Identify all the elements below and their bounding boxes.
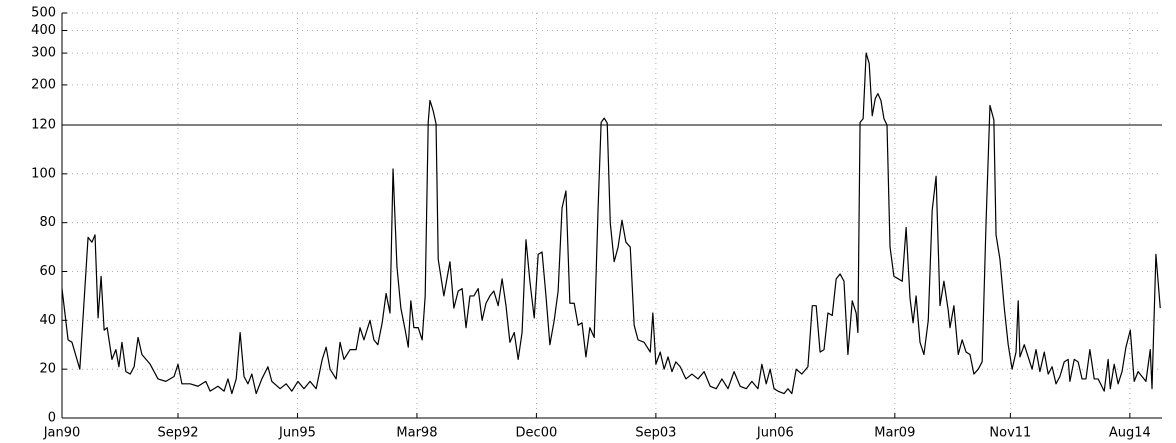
y-tick-label: 20 xyxy=(39,362,56,377)
x-tick-label: Sep03 xyxy=(635,426,676,441)
x-tick-label: Sep92 xyxy=(157,426,198,441)
y-tick-label: 120 xyxy=(31,118,56,133)
x-tick-label: Jan90 xyxy=(43,426,81,441)
y-tick-label: 60 xyxy=(39,264,56,279)
y-tick-label: 400 xyxy=(31,23,56,38)
y-tick-label: 200 xyxy=(31,77,56,92)
x-tick-label: Jun95 xyxy=(278,426,316,441)
y-tick-label: 80 xyxy=(39,215,56,230)
x-tick-label: Mar98 xyxy=(396,426,437,441)
y-tick-label: 40 xyxy=(39,313,56,328)
x-tick-label: Nov11 xyxy=(989,426,1031,441)
y-tick-label: 100 xyxy=(31,166,56,181)
x-tick-label: Mar09 xyxy=(874,426,915,441)
x-tick-label: Dec00 xyxy=(516,426,558,441)
data-line xyxy=(61,52,1161,395)
x-tick-label: Jun06 xyxy=(756,426,794,441)
y-tick-label: 300 xyxy=(31,46,56,61)
x-tick-label: Aug14 xyxy=(1109,426,1151,441)
y-tick-label: 0 xyxy=(48,411,56,426)
y-tick-label: 500 xyxy=(31,6,56,21)
